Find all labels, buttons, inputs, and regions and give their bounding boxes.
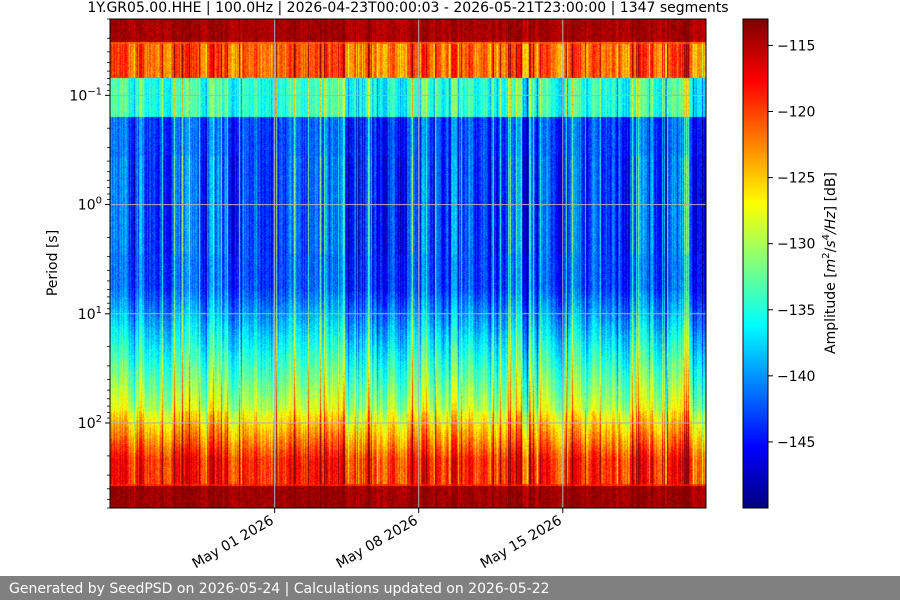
x-tick-label: May 15 2026	[478, 513, 565, 573]
colorbar-label: Amplitude [m2/s4/Hz] [dB]	[821, 172, 839, 354]
colorbar-tick-label: −145	[777, 435, 815, 451]
colorbar-tick-label: −115	[777, 38, 815, 54]
colorbar-tick-label: −125	[777, 171, 815, 187]
footer-bar: Generated by SeedPSD on 2026-05-24 | Cal…	[0, 576, 900, 600]
colorbar-frame	[742, 18, 769, 509]
spectrogram-heatmap	[110, 19, 706, 508]
y-axis-ticks: 10−1 100 101 102	[69, 18, 110, 509]
grid-lines	[110, 19, 706, 508]
plot-frame	[109, 18, 707, 509]
colorbar-ticks: −115 −120 −125 −130 −135 −140 −145	[768, 38, 815, 451]
colorbar-tick-label: −120	[777, 105, 815, 121]
y-tick-label: 102	[78, 414, 102, 432]
y-tick-label: 101	[78, 305, 102, 323]
chart-title: 1Y.GR05.00.HHE | 100.0Hz | 2026-04-23T00…	[87, 0, 728, 16]
x-tick-label: May 01 2026	[190, 513, 277, 573]
x-axis-ticks: May 01 2026 May 08 2026 May 15 2026	[190, 508, 565, 572]
colorbar-tick-label: −140	[777, 369, 815, 385]
x-tick-label: May 08 2026	[334, 513, 421, 573]
colorbar-tick-label: −130	[777, 237, 815, 253]
colorbar-gradient	[743, 19, 768, 508]
footer-text: Generated by SeedPSD on 2026-05-24 | Cal…	[9, 581, 550, 597]
colorbar: −115 −120 −125 −130 −135 −140 −145 Amplitude […	[742, 18, 839, 509]
y-tick-label: 100	[78, 196, 102, 214]
y-tick-label: 10−1	[69, 86, 102, 104]
colorbar-tick-label: −135	[777, 303, 815, 319]
y-axis-label: Period [s]	[45, 230, 61, 296]
